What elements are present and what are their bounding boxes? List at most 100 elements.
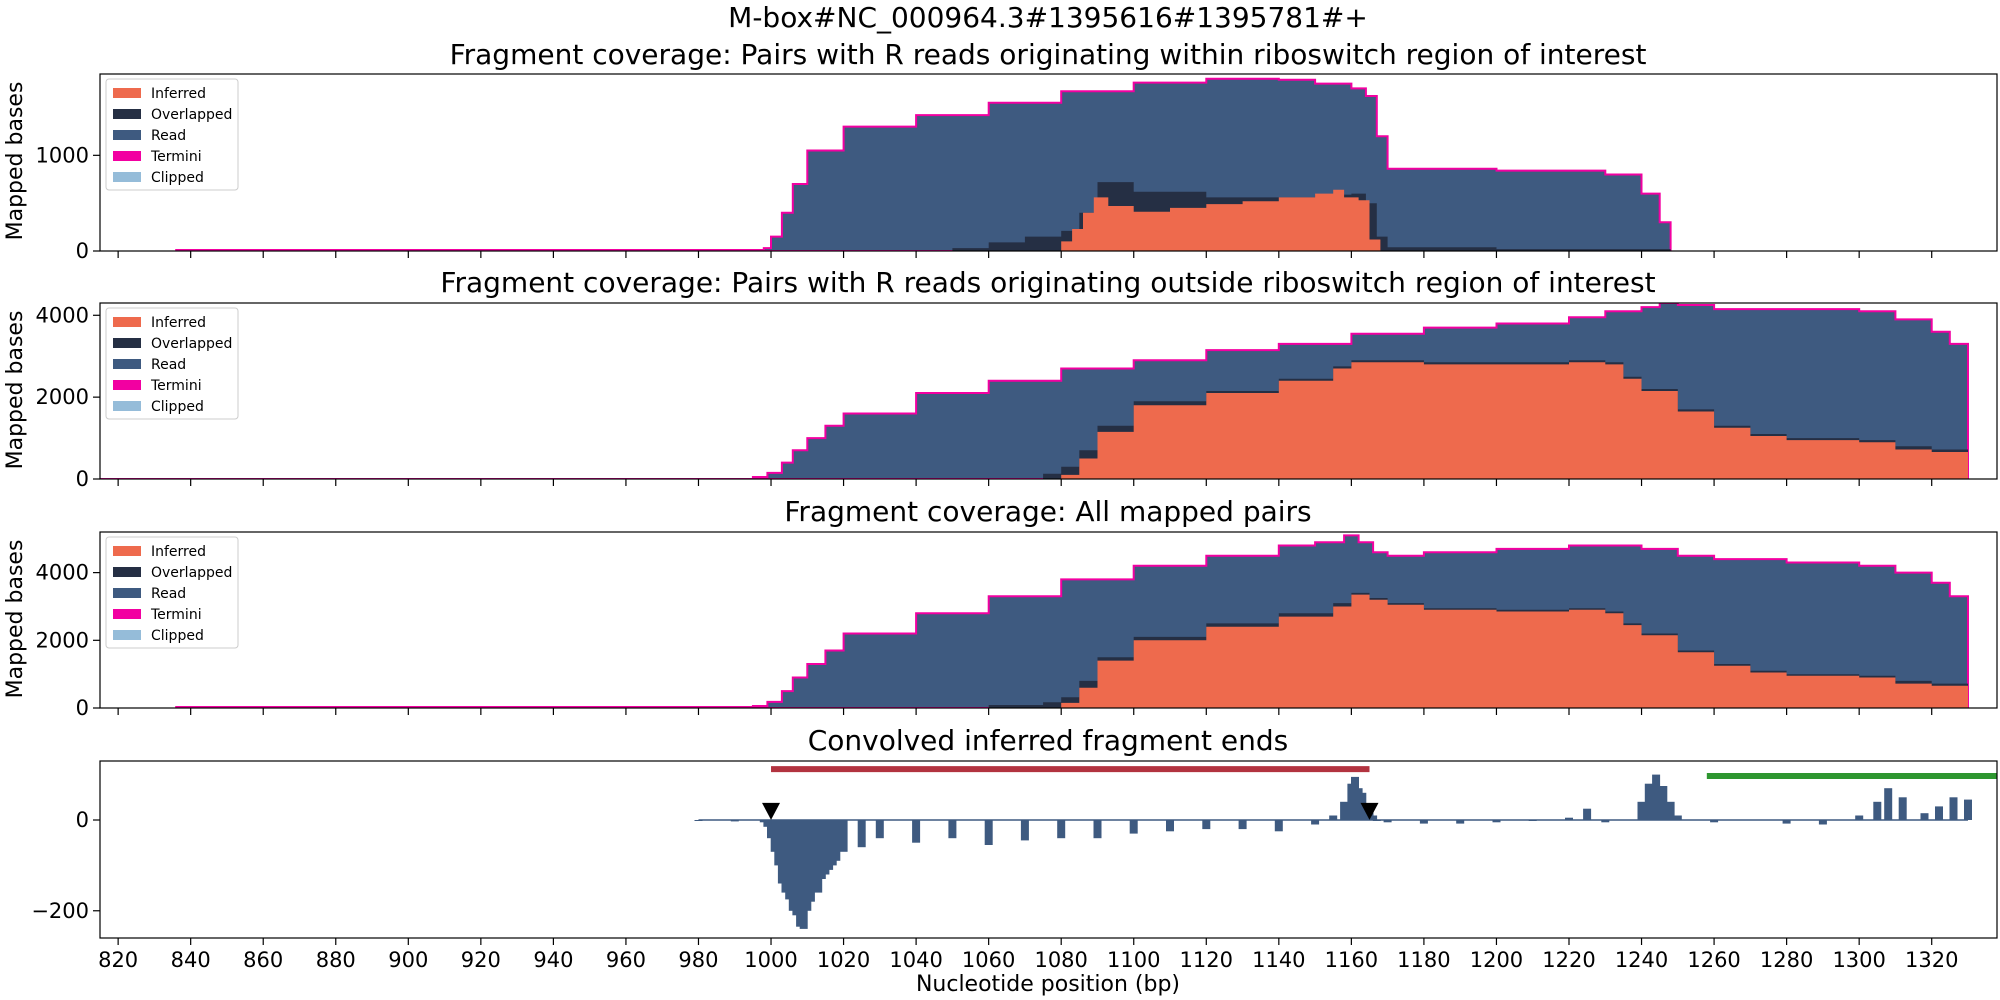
bar — [1652, 774, 1661, 820]
x-tick-label: 1060 — [962, 948, 1015, 972]
bar — [1964, 799, 1972, 820]
legend-frame — [105, 78, 239, 191]
x-tick-label: 960 — [606, 948, 646, 972]
bar — [857, 820, 866, 848]
legend-label: Clipped — [151, 399, 204, 415]
legend-entry-read: Read — [113, 357, 186, 373]
plot-marks — [175, 77, 1672, 251]
legend: Inferred Overlapped Read Termini Clipped — [105, 536, 239, 649]
x-tick-label: 1020 — [817, 948, 870, 972]
legend-swatch — [113, 88, 141, 98]
plot-area: 0 1000 — [36, 73, 1998, 263]
legend-entry-clipped: Clipped — [113, 628, 204, 644]
x-tick-label: 920 — [461, 948, 501, 972]
x-tick-label: 1180 — [1397, 948, 1450, 972]
panel-title: Fragment coverage: Pairs with R reads or… — [450, 38, 1647, 71]
legend-swatch — [113, 630, 141, 640]
bar — [1238, 820, 1247, 830]
bar — [1129, 820, 1138, 834]
legend-entry-termini: Termini — [113, 149, 202, 165]
panel-coverage-outside: Fragment coverage: Pairs with R reads or… — [3, 266, 1998, 491]
bar — [839, 820, 848, 852]
legend: Inferred Overlapped Read Termini Clipped — [105, 78, 239, 191]
legend-label: Read — [151, 357, 186, 373]
legend-entry-read: Read — [113, 586, 186, 602]
bar — [1419, 820, 1428, 824]
series-read-area — [175, 77, 1672, 251]
bar — [875, 820, 884, 839]
bar — [1710, 820, 1719, 823]
legend-label: Inferred — [151, 86, 206, 102]
bar — [1601, 820, 1610, 823]
panel-title: Convolved inferred fragment ends — [808, 724, 1289, 757]
legend-swatch — [113, 567, 141, 577]
bar — [1383, 820, 1392, 823]
bar — [1873, 801, 1882, 820]
bar — [1369, 815, 1378, 820]
legend-swatch — [113, 588, 141, 598]
annotation-marker — [1360, 802, 1379, 820]
bar — [1166, 820, 1174, 832]
y-tick-label: 0 — [76, 467, 89, 491]
legend-entry-overlapped: Overlapped — [113, 565, 232, 581]
legend-entry-clipped: Clipped — [113, 399, 204, 415]
legend-entry-inferred: Inferred — [113, 544, 206, 560]
legend-entry-overlapped: Overlapped — [113, 336, 232, 352]
legend-swatch — [113, 359, 141, 369]
y-axis-label: Mapped bases — [3, 311, 28, 470]
legend-label: Overlapped — [151, 107, 232, 123]
bar — [1949, 797, 1958, 820]
bar — [1818, 820, 1827, 825]
legend-label: Termini — [150, 149, 202, 165]
axes-frame — [99, 73, 1998, 252]
x-tick-label: 1200 — [1470, 948, 1523, 972]
x-tick-label: 940 — [533, 948, 573, 972]
legend-swatch — [113, 151, 141, 161]
bar — [984, 820, 993, 845]
legend-entry-clipped: Clipped — [113, 170, 204, 186]
series-inferred-area — [100, 362, 1968, 479]
legend-entry-inferred: Inferred — [113, 315, 206, 331]
bar — [1020, 820, 1029, 841]
bar — [912, 820, 921, 843]
plot-marks — [175, 534, 1969, 708]
legend-label: Inferred — [151, 544, 206, 560]
bar — [1659, 786, 1668, 820]
x-tick-label: 1080 — [1034, 948, 1087, 972]
y-axis-label: Mapped bases — [3, 82, 28, 241]
plot-marks — [100, 303, 1969, 479]
bar — [1528, 820, 1537, 821]
bar — [1340, 801, 1349, 820]
x-tick-label: 1300 — [1832, 948, 1885, 972]
y-axis-label: Mapped bases — [3, 540, 28, 699]
legend: Inferred Overlapped Read Termini Clipped — [105, 307, 239, 420]
bar — [1898, 797, 1907, 820]
legend-swatch — [113, 546, 141, 556]
bar — [730, 820, 739, 822]
bar — [1093, 820, 1102, 839]
legend-label: Clipped — [151, 628, 204, 644]
x-tick-label: 1160 — [1325, 948, 1378, 972]
y-tick-label: 4000 — [36, 561, 89, 585]
legend-label: Overlapped — [151, 336, 232, 352]
bar — [1673, 815, 1682, 820]
bar — [1492, 820, 1501, 823]
panel-convolved-ends: Convolved inferred fragment ends −200 0 82… — [31, 724, 1998, 997]
legend-label: Inferred — [151, 315, 206, 331]
x-tick-label: 860 — [243, 948, 283, 972]
bar — [1782, 820, 1791, 824]
x-tick-label: 1220 — [1542, 948, 1595, 972]
plot-area: 0 2000 4000 — [36, 302, 1998, 491]
bar — [694, 820, 703, 821]
bar — [1666, 801, 1675, 820]
y-tick-label: −200 — [31, 899, 89, 923]
y-tick-label: 4000 — [36, 303, 89, 327]
x-tick-label: 840 — [171, 948, 211, 972]
legend-entry-overlapped: Overlapped — [113, 107, 232, 123]
x-tick-label: 1140 — [1252, 948, 1305, 972]
figure-suptitle: M-box#NC_000964.3#1395616#1395781#+ — [728, 1, 1368, 34]
x-tick-label: 1320 — [1905, 948, 1958, 972]
y-tick-label: 2000 — [36, 628, 89, 652]
legend-swatch — [113, 338, 141, 348]
